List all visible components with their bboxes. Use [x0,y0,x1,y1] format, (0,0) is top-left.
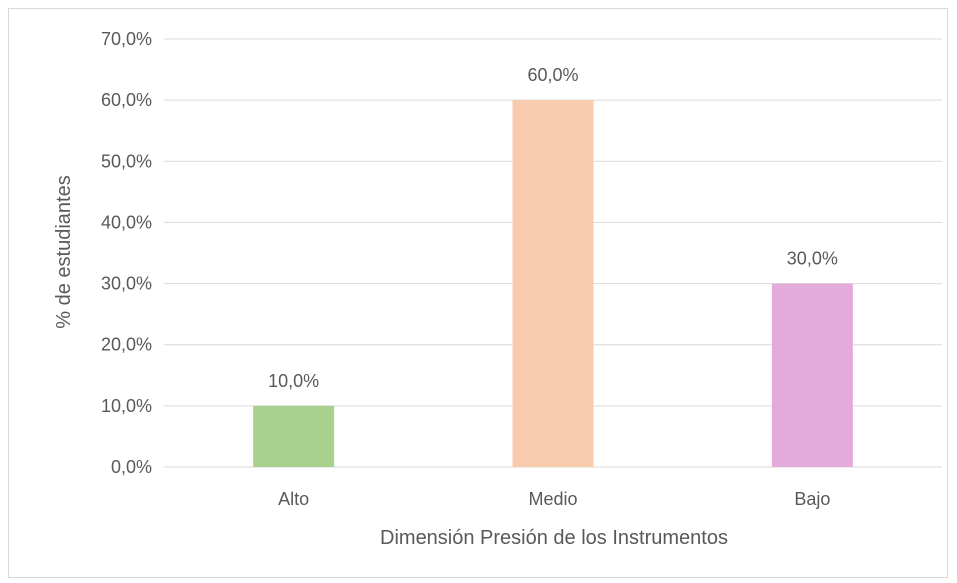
y-tick-label: 30,0% [101,274,152,294]
x-axis-title: Dimensión Presión de los Instrumentos [380,527,728,549]
data-label: 60,0% [527,65,578,85]
y-tick-label: 20,0% [101,335,152,355]
y-tick-label: 10,0% [101,396,152,416]
y-tick-labels: 0,0% 10,0% 20,0% 30,0% 40,0% 50,0% 60,0% 70,0% [101,29,152,477]
bars [253,100,853,468]
x-tick-label: Medio [528,489,577,509]
data-label: 10,0% [268,371,319,391]
bar-medio [512,100,594,468]
x-tick-label: Alto [278,489,309,509]
data-label: 30,0% [787,249,838,269]
y-tick-label: 50,0% [101,151,152,171]
data-labels: 10,0% 60,0% 30,0% [268,65,838,391]
y-tick-label: 40,0% [101,212,152,232]
y-tick-label: 70,0% [101,29,152,49]
y-tick-label: 0,0% [111,457,152,477]
x-tick-labels: Alto Medio Bajo [278,489,830,509]
bar-bajo [771,283,853,467]
x-tick-label: Bajo [794,489,830,509]
bar-alto [253,405,335,467]
y-axis-title: % de estudiantes [53,175,75,328]
y-tick-label: 60,0% [101,90,152,110]
